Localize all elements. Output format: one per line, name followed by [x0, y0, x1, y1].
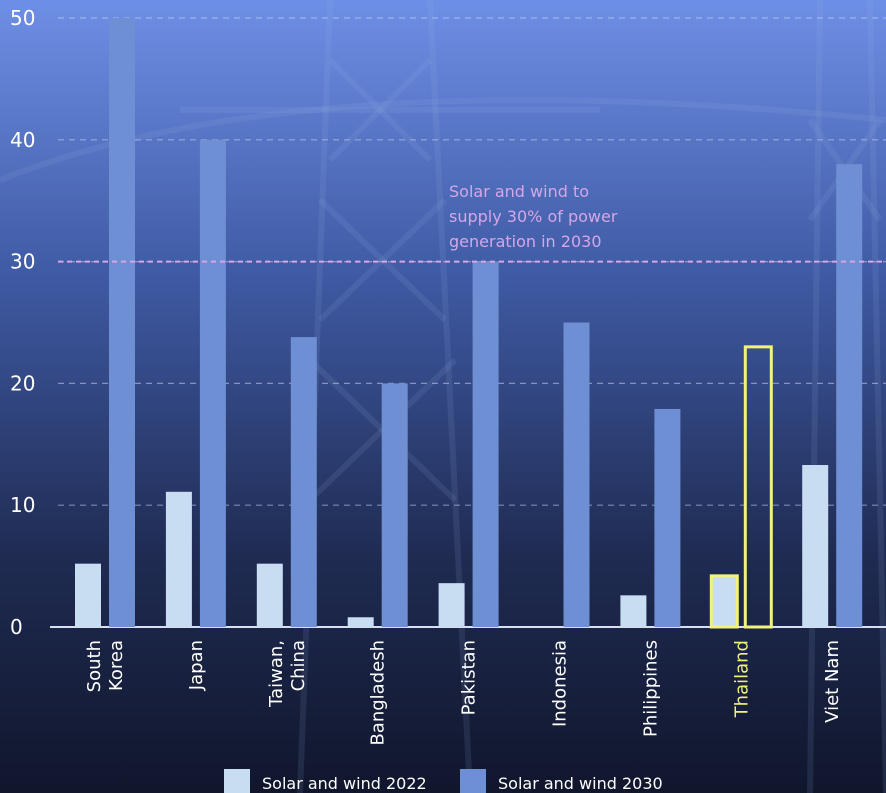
category-label: South [84, 640, 105, 692]
reference-annotation: Solar and wind to supply 30% of power gene… [449, 182, 618, 251]
category-label: Taiwan, [266, 640, 287, 708]
bar-2030-3 [381, 383, 408, 627]
category-label-5: Indonesia [550, 640, 571, 727]
bar-2022-0 [75, 563, 101, 627]
legend-swatch [460, 769, 486, 793]
category-label: Pakistan [459, 640, 480, 715]
category-label-1: Japan [186, 640, 207, 691]
bar-2022-8 [802, 465, 829, 627]
category-label-4: Pakistan [459, 640, 480, 715]
category-label: Philippines [640, 640, 661, 737]
category-label: Viet Nam [822, 640, 843, 723]
bar-2030-8 [836, 164, 863, 627]
bar-2030-5 [563, 322, 590, 627]
y-tick-label: 0 [10, 615, 23, 639]
reference-line-group: Solar and wind to supply 30% of power gene… [58, 182, 886, 263]
y-tick-label: 40 [10, 128, 35, 152]
bar-2030-2 [290, 337, 317, 627]
category-label-7: Thailand [731, 640, 752, 718]
y-tick-label: 10 [10, 493, 35, 517]
bar-2022-6 [620, 595, 647, 627]
annotation-line: supply 30% of power [449, 207, 618, 226]
bar-2030-4 [472, 261, 499, 627]
category-label: Indonesia [550, 640, 571, 727]
bar-2022-4 [438, 583, 465, 627]
category-label: Thailand [731, 640, 752, 718]
y-tick-label: 20 [10, 371, 35, 395]
bar-2030-0 [109, 18, 135, 627]
bar-2030-1 [199, 139, 226, 628]
category-label-2: Taiwan, China [266, 640, 309, 708]
legend-swatch [224, 769, 250, 793]
annotation-line: Solar and wind to [449, 182, 589, 201]
category-label: China [288, 640, 309, 691]
legend-label: Solar and wind 2022 [262, 774, 427, 793]
bar-2030-7 [743, 345, 773, 629]
y-axis-ticks: 0 10 20 30 40 50 [10, 6, 35, 639]
annotation-line: generation in 2030 [449, 232, 602, 251]
category-label-6: Philippines [640, 640, 661, 737]
x-axis-labels: South Korea Japan Taiwan, China Bangladesh Pak… [84, 640, 843, 746]
category-label: Korea [106, 640, 127, 691]
y-tick-label: 30 [10, 250, 35, 274]
bars [75, 18, 863, 629]
category-label: Japan [186, 640, 207, 691]
legend-label: Solar and wind 2030 [498, 774, 663, 793]
category-label-8: Viet Nam [822, 640, 843, 723]
y-tick-label: 50 [10, 6, 35, 30]
category-label-0: South Korea [84, 640, 127, 692]
bar-2022-2 [256, 563, 283, 627]
bar-2022-3 [347, 617, 374, 627]
bar-2022-7 [709, 574, 739, 629]
bar-2030-6 [654, 408, 681, 627]
category-label: Bangladesh [368, 640, 389, 746]
legend: Solar and wind 2022 Solar and wind 2030 [224, 769, 663, 793]
bar-2022-1 [165, 491, 192, 627]
category-label-3: Bangladesh [368, 640, 389, 746]
